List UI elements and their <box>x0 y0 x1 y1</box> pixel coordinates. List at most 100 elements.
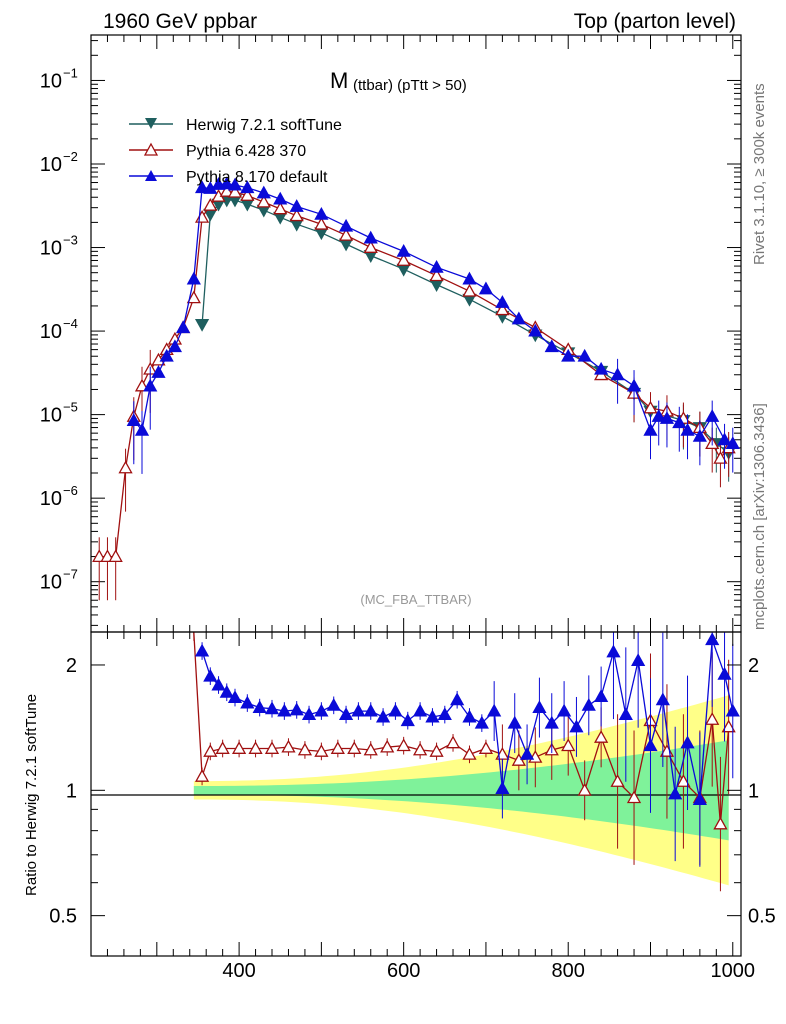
series-point-pythia8 <box>126 413 141 426</box>
ratio-point-pythia6 <box>610 774 625 787</box>
y-tick-label-6: 10 <box>40 572 62 594</box>
series-point-pythia6 <box>219 184 234 197</box>
series-point-pythia6 <box>643 400 658 414</box>
ratio-point-pythia6 <box>413 742 428 756</box>
series-point-pythia8 <box>692 428 707 442</box>
ratio-point-pythia6 <box>347 741 362 754</box>
series-point-pythia8 <box>363 230 378 244</box>
ratio-point-pythia8 <box>252 700 267 714</box>
series-point-pythia6 <box>396 253 411 266</box>
ratio-point-pythia8 <box>301 707 317 721</box>
series-point-pythia8 <box>240 180 255 194</box>
ratio-point-pythia8 <box>487 703 502 717</box>
ratio-y-label-left-0: 2 <box>66 655 77 677</box>
series-point-pythia6 <box>118 460 133 474</box>
series-point-pythia8 <box>273 191 288 205</box>
y-tick-label-3: 10 <box>40 321 62 343</box>
ratio-series <box>193 631 740 892</box>
legend-label-pythia8: Pythia 8.170 default <box>186 169 328 186</box>
ratio-point-pythia8 <box>594 689 609 702</box>
ratio-point-pythia6 <box>478 741 494 754</box>
series-point-pythia8 <box>396 244 411 257</box>
series-point-pythia8 <box>680 422 695 436</box>
main-series <box>92 176 740 601</box>
series-point-pythia8 <box>577 348 592 362</box>
main-ticks: 10−110−210−310−410−510−610−7 <box>40 35 741 632</box>
legend-marker-herwig <box>145 118 157 129</box>
series-point-herwig <box>240 198 255 212</box>
ratio-point-pythia8 <box>338 707 354 721</box>
y-tick-label-4: 10 <box>40 405 62 427</box>
ratio-point-pythia8 <box>725 703 740 717</box>
ratio-point-pythia8 <box>314 703 329 717</box>
series-point-pythia8 <box>495 295 510 308</box>
series-point-pythia8 <box>717 432 732 446</box>
series-point-pythia8 <box>626 378 642 392</box>
chart-title-sub: (ttbar) (pTtt > 50) <box>353 77 467 94</box>
ratio-point-pythia8 <box>450 692 465 706</box>
series-point-pythia8 <box>643 422 658 436</box>
series-point-pythia6 <box>256 194 271 208</box>
series-point-pythia8 <box>610 367 625 381</box>
ratio-point-pythia6 <box>626 790 642 804</box>
series-point-pythia6 <box>338 227 354 241</box>
ratio-point-pythia6 <box>363 742 378 756</box>
y-tick-exp-6: −7 <box>63 567 78 582</box>
y-tick-label-1: 10 <box>40 154 62 176</box>
series-point-pythia8 <box>429 259 444 273</box>
series-point-pythia8 <box>194 180 210 194</box>
ratio-point-pythia8 <box>462 709 477 723</box>
side-label-mcplots: mcplots.cern.ch [arXiv:1306.3436] <box>751 403 768 630</box>
ratio-point-pythia6 <box>264 741 280 754</box>
ratio-point-pythia6 <box>297 742 313 756</box>
x-tick-label-3: 1000 <box>711 960 756 982</box>
ratio-point-pythia6 <box>561 738 576 752</box>
series-point-pythia8 <box>528 323 543 337</box>
series-point-pythia6 <box>273 201 288 215</box>
ratio-point-pythia8 <box>375 709 391 723</box>
ratio-point-pythia8 <box>211 677 226 691</box>
y-tick-label-0: 10 <box>40 70 62 92</box>
ratio-point-pythia8 <box>606 644 621 658</box>
y-tick-exp-1: −2 <box>63 149 78 164</box>
series-herwig <box>194 194 736 482</box>
ratio-ticks: 400 600 800 1000 2 2 1 1 0.5 0.5 <box>49 632 776 982</box>
series-point-pythia8 <box>167 339 183 353</box>
series-point-herwig <box>429 279 444 292</box>
side-label-rivet: Rivet 3.1.10, ≥ 300k events <box>751 83 768 265</box>
ratio-point-pythia8 <box>227 690 243 704</box>
ratio-point-pythia8 <box>351 703 366 717</box>
header-right: Top (parton level) <box>574 10 736 33</box>
watermark: (MC_FBA_TTBAR) <box>360 592 471 607</box>
y-tick-label-5: 10 <box>40 488 62 510</box>
series-point-pythia8 <box>227 177 243 191</box>
ratio-band-inner <box>193 740 729 841</box>
ratio-point-pythia6 <box>462 747 477 760</box>
ratio-panel: 400 600 800 1000 2 2 1 1 0.5 0.5 Ratio to Herwig … <box>23 631 776 982</box>
series-point-pythia8 <box>561 348 576 362</box>
ratio-point-pythia8 <box>705 632 720 646</box>
ratio-point-pythia8 <box>581 697 596 711</box>
ratio-y-label-right-1: 1 <box>748 780 759 802</box>
x-tick-label-2: 800 <box>552 960 585 982</box>
series-point-pythia8 <box>478 281 494 295</box>
ratio-point-pythia8 <box>240 695 255 709</box>
ratio-point-pythia8 <box>532 700 547 714</box>
ratio-y-label-left-1: 1 <box>66 780 77 802</box>
ratio-point-pythia8 <box>363 703 378 717</box>
ratio-point-pythia8 <box>668 786 683 800</box>
series-point-pythia8 <box>159 348 174 362</box>
ratio-point-pythia6 <box>248 741 263 754</box>
ratio-point-pythia8 <box>680 735 695 749</box>
ratio-point-pythia8 <box>289 702 304 716</box>
legend-marker-pythia6 <box>143 142 159 156</box>
series-point-pythia8 <box>651 409 666 422</box>
legend-label-herwig: Herwig 7.2.1 softTune <box>186 117 342 134</box>
legend-marker-pythia8 <box>145 170 157 181</box>
series-point-pythia8 <box>544 339 559 353</box>
series-point-pythia8 <box>594 361 609 375</box>
series-pythia6 <box>92 184 736 601</box>
legend-entry-herwig: Herwig 7.2.1 softTune <box>129 117 342 134</box>
ratio-point-pythia8 <box>618 707 633 721</box>
ratio-point-pythia8 <box>264 701 280 715</box>
